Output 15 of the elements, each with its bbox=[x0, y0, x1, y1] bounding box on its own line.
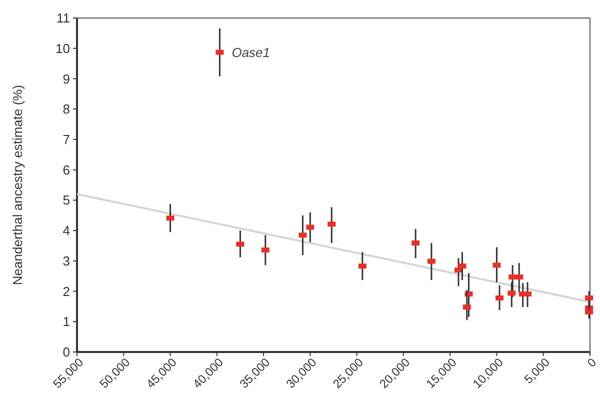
y-tick-label: 5 bbox=[62, 192, 70, 208]
y-tick-label: 7 bbox=[62, 132, 70, 148]
y-tick-label: 3 bbox=[62, 253, 70, 268]
x-tick-label: 0 bbox=[584, 354, 600, 370]
y-tick-label: 11 bbox=[56, 10, 70, 26]
y-tick-label: 10 bbox=[56, 40, 70, 56]
y-tick-label: 0 bbox=[62, 344, 70, 360]
annotation: Oase1 bbox=[232, 44, 270, 60]
y-tick-label: 8 bbox=[62, 102, 70, 117]
y-tick-label: 9 bbox=[62, 71, 70, 86]
y-tick-label: 2 bbox=[62, 284, 70, 299]
y-tick-label: 1 bbox=[62, 314, 70, 330]
y-axis-title: Neanderthal ancestry estimate (%) bbox=[10, 84, 25, 286]
y-tick-label: 4 bbox=[62, 223, 70, 238]
y-tick-label: 6 bbox=[62, 162, 70, 178]
